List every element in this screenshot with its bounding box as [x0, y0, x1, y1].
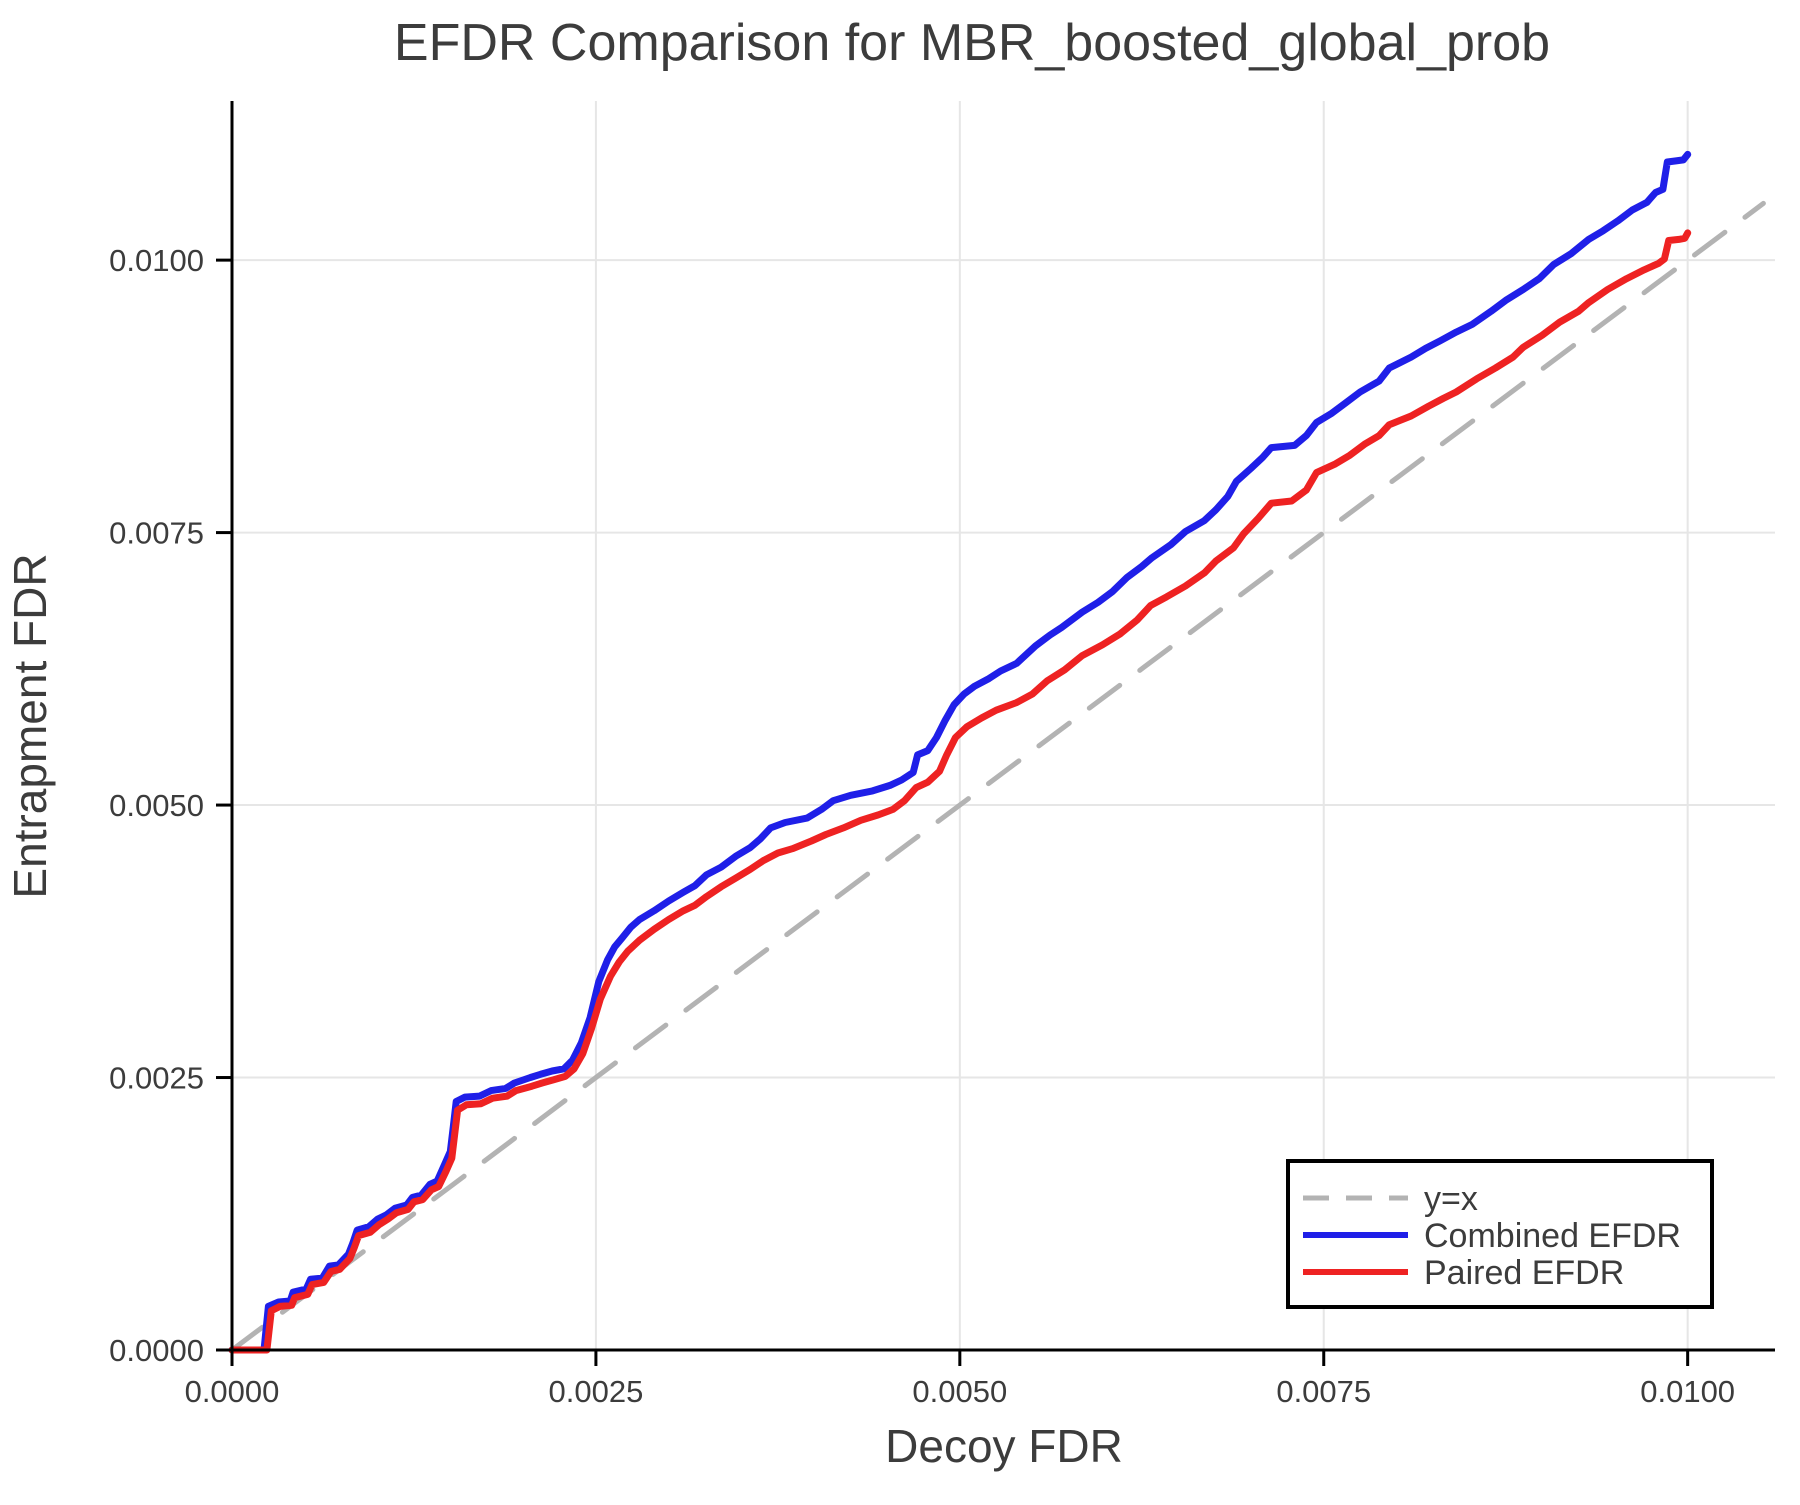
series-line-paired-efdr	[228, 229, 1692, 1354]
legend: y=x Combined EFDR Paired EFDR	[1286, 1159, 1714, 1309]
y-tick-label: 0.0050	[109, 788, 204, 823]
x-tick-label: 0.0000	[185, 1374, 280, 1409]
axes	[216, 101, 1775, 1366]
y-tick-label: 0.0025	[109, 1061, 204, 1096]
series-line-combined-efdr	[228, 150, 1692, 1354]
chart-title: EFDR Comparison for MBR_boosted_global_p…	[394, 14, 1550, 72]
legend-label-yx: y=x	[1424, 1180, 1478, 1218]
x-tick-label: 0.0075	[1276, 1374, 1371, 1409]
x-tick-label: 0.0050	[912, 1374, 1007, 1409]
gridlines	[232, 101, 1775, 1350]
x-axis-label: Decoy FDR	[885, 1420, 1123, 1472]
legend-label-combined-efdr: Combined EFDR	[1424, 1217, 1681, 1255]
x-tick-label: 0.0100	[1640, 1374, 1735, 1409]
y-tick-label: 0.0075	[109, 516, 204, 551]
x-tick-labels: 0.0000 0.0025 0.0050 0.0075 0.0100	[185, 1374, 1735, 1409]
y-axis-label: Entrapment FDR	[4, 553, 56, 898]
series-line-y-x	[229, 200, 1766, 1353]
x-tick-label: 0.0025	[549, 1374, 644, 1409]
y-tick-labels: 0.0000 0.0025 0.0050 0.0075 0.0100	[109, 243, 204, 1368]
y-tick-label: 0.0000	[109, 1333, 204, 1368]
y-tick-label: 0.0100	[109, 243, 204, 278]
series-lines	[228, 150, 1766, 1354]
legend-label-paired-efdr: Paired EFDR	[1424, 1254, 1624, 1292]
